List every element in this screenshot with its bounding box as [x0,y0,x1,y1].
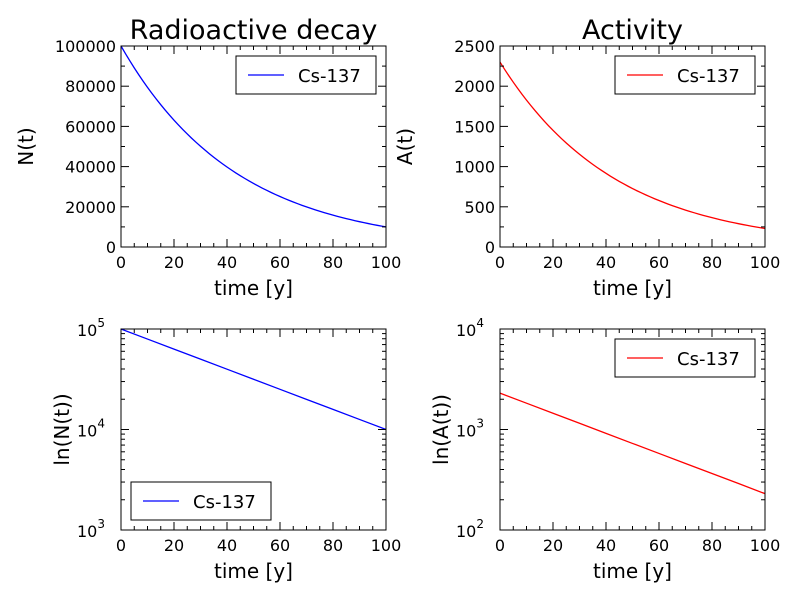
x-tick-label: 60 [270,253,290,272]
x-tick-label: 0 [495,536,505,555]
x-tick-label: 40 [217,253,237,272]
x-tick-label: 100 [371,253,402,272]
x-axis-label: time [y] [593,559,672,583]
x-tick-label: 20 [164,253,184,272]
x-tick-label: 100 [371,536,402,555]
legend: Cs-137 [235,55,377,95]
series-line [120,45,387,228]
x-tick-label: 60 [649,253,669,272]
x-tick-label: 20 [543,536,563,555]
x-tick-label: 0 [116,536,126,555]
chart-title: Activity [582,15,683,46]
y-tick-label: 2500 [454,37,495,56]
y-tick-label: 105 [77,316,105,340]
y-tick-label: 1000 [454,158,495,177]
legend-label: Cs-137 [677,349,740,370]
legend: Cs-137 [130,481,272,521]
x-tick-label: 20 [543,253,563,272]
y-tick-label: 104 [456,316,484,340]
x-tick-label: 80 [702,253,722,272]
y-tick-label: 40000 [65,158,116,177]
x-tick-label: 100 [750,536,781,555]
x-tick-label: 80 [323,253,343,272]
y-tick-label: 104 [77,417,105,441]
y-tick-label: 20000 [65,198,116,217]
x-tick-label: 40 [217,536,237,555]
y-tick-label: 103 [77,517,105,541]
y-tick-label: 2000 [454,77,495,96]
y-tick-label: 80000 [65,77,116,96]
legend: Cs-137 [614,338,756,378]
legend-label: Cs-137 [298,66,361,87]
y-tick-label: 500 [464,198,495,217]
y-tick-label: 0 [485,238,495,257]
legend: Cs-137 [614,55,756,95]
y-axis-label: ln(N(t)) [50,393,74,465]
x-axis-label: time [y] [214,276,293,300]
legend-label: Cs-137 [677,66,740,87]
legend-label: Cs-137 [193,492,256,513]
x-tick-label: 80 [323,536,343,555]
series-line [499,61,766,230]
y-tick-label: 103 [456,417,484,441]
series-line [120,328,387,431]
x-tick-label: 60 [270,536,290,555]
y-tick-label: 100000 [55,37,116,56]
y-axis-label: N(t) [14,127,38,165]
subplot-1: Radioactive decay 0 20 40 60 80 100 0 20000 40000… [14,15,401,300]
y-tick-label: 1500 [454,117,495,136]
subplot-4: 0 20 40 60 80 100 102 103 104 time [y] ln(A(t)) Cs-… [429,316,780,583]
x-axis-label: time [y] [214,559,293,583]
series-line [499,392,766,495]
x-tick-label: 80 [702,536,722,555]
x-tick-label: 100 [750,253,781,272]
y-tick-label: 102 [456,517,484,541]
x-tick-label: 0 [116,253,126,272]
y-axis-label: ln(A(t)) [429,394,453,465]
x-tick-label: 40 [596,253,616,272]
y-tick-label: 60000 [65,117,116,136]
x-tick-label: 60 [649,536,669,555]
y-tick-label: 0 [106,238,116,257]
y-axis-label: A(t) [393,128,417,165]
x-tick-label: 20 [164,536,184,555]
x-tick-label: 0 [495,253,505,272]
x-axis-label: time [y] [593,276,672,300]
chart-title: Radioactive decay [130,15,378,46]
x-tick-label: 40 [596,536,616,555]
subplot-3: 0 20 40 60 80 100 103 104 105 time [y] ln(N(t)) Cs-… [50,316,401,583]
